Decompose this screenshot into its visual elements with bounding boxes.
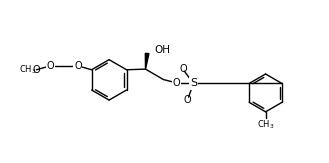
Text: S: S — [190, 78, 197, 89]
Text: O: O — [179, 64, 187, 74]
Text: O: O — [33, 65, 40, 75]
Text: O: O — [173, 78, 180, 89]
Polygon shape — [145, 53, 149, 69]
Text: OH: OH — [154, 44, 170, 55]
Text: O: O — [183, 95, 191, 105]
Text: CH$_3$: CH$_3$ — [257, 119, 274, 132]
Text: O: O — [74, 61, 82, 71]
Text: O: O — [46, 61, 54, 71]
Text: CH$_3$: CH$_3$ — [19, 64, 37, 76]
